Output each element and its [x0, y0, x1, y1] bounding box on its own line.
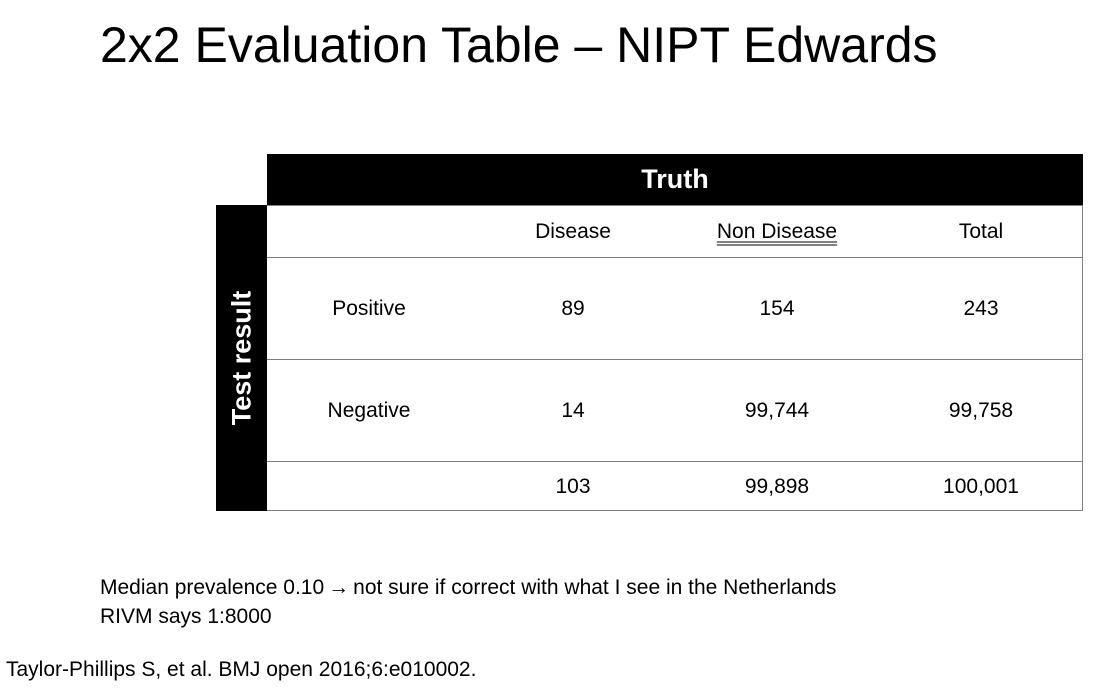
cell-positive-non-disease: 154 — [759, 296, 795, 320]
header-cell-disease: Disease — [535, 219, 611, 243]
cell-negative-non-disease: 99,744 — [744, 398, 810, 422]
slide-title: 2x2 Evaluation Table – NIPT Edwards — [100, 17, 938, 73]
note-prevalence-text: Median prevalence 0.10 — [100, 576, 325, 599]
citation: Taylor-Phillips S, et al. BMJ open 2016;… — [6, 658, 477, 681]
truth-header: Truth — [267, 154, 1083, 205]
cell-negative-disease: 14 — [561, 398, 585, 422]
cell-total-disease: 103 — [555, 474, 591, 498]
test-result-label: Test result — [226, 290, 256, 426]
row-label-positive: Positive — [332, 296, 406, 320]
header-cell-empty — [267, 206, 471, 257]
table-header-row: Disease Non Disease Total — [267, 206, 1082, 257]
cell-positive-total: 243 — [963, 296, 999, 320]
test-result-header: Test result — [216, 205, 267, 511]
prevalence-note: Median prevalence 0.10 → not sure if corre… — [100, 573, 836, 631]
note-uncertainty-text: not sure if correct with what I see in t… — [353, 576, 837, 599]
row-label-totals — [267, 462, 471, 511]
cell-grand-total: 100,001 — [943, 474, 1019, 498]
note-line-2: RIVM says 1:8000 — [100, 605, 272, 628]
cell-negative-total: 99,758 — [948, 398, 1014, 422]
right-arrow-icon: → — [328, 576, 350, 599]
table-totals-row: 103 99,898 100,001 — [267, 461, 1082, 511]
truth-label: Truth — [641, 164, 709, 194]
evaluation-table: Disease Non Disease Total Positive 89 15… — [267, 205, 1083, 511]
non-disease-label: Non Disease — [716, 219, 838, 243]
table-row: Positive 89 154 243 — [267, 257, 1082, 359]
header-cell-non-disease: Non Disease — [675, 206, 879, 257]
header-cell-total: Total — [958, 219, 1004, 243]
cell-total-non-disease: 99,898 — [744, 474, 810, 498]
row-label-negative: Negative — [327, 398, 411, 422]
cell-positive-disease: 89 — [561, 296, 585, 320]
table-row: Negative 14 99,744 99,758 — [267, 359, 1082, 461]
note-line-1: Median prevalence 0.10 → not sure if corre… — [100, 573, 836, 602]
